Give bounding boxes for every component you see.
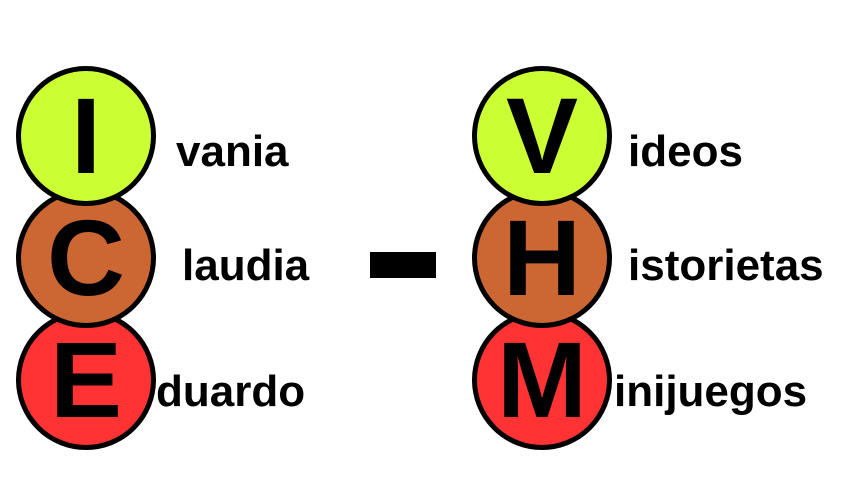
word-ideos: ideos: [628, 127, 743, 176]
dash-separator: [370, 252, 436, 278]
letter-h: H: [503, 197, 581, 318]
circle-h: H: [472, 188, 612, 328]
letter-i: I: [70, 75, 101, 196]
word-claudia: laudia: [182, 241, 310, 290]
letter-v: V: [505, 75, 579, 196]
word-historietas: istorietas: [628, 241, 824, 290]
circle-c: C: [16, 188, 156, 328]
word-eduardo: duardo: [156, 367, 306, 416]
letter-m: M: [497, 319, 587, 440]
word-minijuegos: inijuegos: [614, 367, 808, 416]
circle-e: E: [16, 310, 156, 450]
circle-i: I: [16, 66, 156, 206]
letter-c: C: [47, 197, 125, 318]
word-ivania: vania: [176, 127, 289, 176]
circle-m: M: [472, 310, 612, 450]
circle-v: V: [472, 66, 612, 206]
letter-e: E: [49, 319, 123, 440]
